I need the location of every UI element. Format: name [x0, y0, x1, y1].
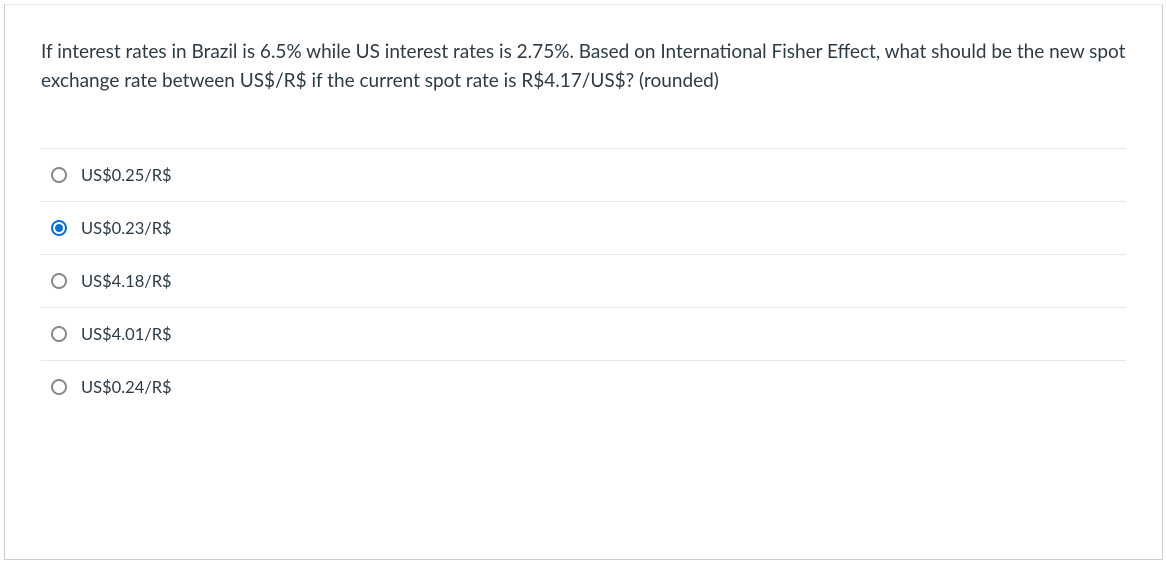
radio-button[interactable] [51, 326, 67, 342]
question-text: If interest rates in Brazil is 6.5% whil… [41, 37, 1126, 96]
option-label: US$0.25/R$ [81, 165, 172, 185]
option-label: US$0.23/R$ [81, 218, 172, 238]
option-label: US$4.18/R$ [81, 271, 172, 291]
option-row[interactable]: US$4.01/R$ [41, 307, 1126, 360]
option-row[interactable]: US$0.24/R$ [41, 360, 1126, 413]
question-card: If interest rates in Brazil is 6.5% whil… [4, 4, 1163, 560]
option-label: US$4.01/R$ [81, 324, 172, 344]
radio-button[interactable] [51, 273, 67, 289]
radio-button[interactable] [51, 167, 67, 183]
option-label: US$0.24/R$ [81, 377, 172, 397]
option-row[interactable]: US$4.18/R$ [41, 254, 1126, 307]
radio-button[interactable] [51, 379, 67, 395]
option-row[interactable]: US$0.25/R$ [41, 148, 1126, 201]
radio-button[interactable] [51, 220, 67, 236]
options-list: US$0.25/R$ US$0.23/R$ US$4.18/R$ US$4.01… [41, 148, 1126, 413]
option-row[interactable]: US$0.23/R$ [41, 201, 1126, 254]
